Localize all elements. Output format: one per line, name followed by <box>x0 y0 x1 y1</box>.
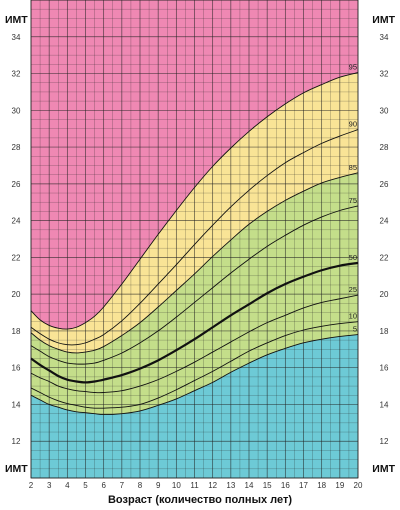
percentile-label-85: 85 <box>349 163 357 172</box>
percentile-curve-25 <box>30 294 359 394</box>
y-axis-title-top-right: ИМТ <box>372 14 395 26</box>
x-tick-label: 18 <box>317 481 326 490</box>
x-tick-label: 15 <box>263 481 272 490</box>
x-tick-label: 5 <box>83 481 88 490</box>
x-tick-label: 14 <box>245 481 254 490</box>
x-tick-label: 16 <box>281 481 290 490</box>
x-tick-label: 17 <box>299 481 308 490</box>
y-tick-label-right: 30 <box>380 106 389 115</box>
x-tick-label: 20 <box>354 481 363 490</box>
y-tick-label-right: 28 <box>380 143 389 152</box>
x-tick-label: 10 <box>172 481 181 490</box>
y-tick-label-left: 12 <box>12 437 21 446</box>
y-axis-title-top-left: ИМТ <box>5 14 28 26</box>
x-tick-label: 12 <box>208 481 217 490</box>
x-tick-label: 7 <box>120 481 125 490</box>
percentile-curves <box>30 72 359 416</box>
y-axis-right: 12 14 16 18 20 22 24 26 28 30 32 34 <box>380 33 389 446</box>
x-tick-label: 4 <box>65 481 70 490</box>
percentile-label-95: 95 <box>349 63 357 72</box>
y-axis-title-bottom-right: ИМТ <box>372 463 395 475</box>
y-tick-label-right: 14 <box>380 400 389 409</box>
y-tick-label-left: 16 <box>12 364 21 373</box>
y-tick-label-right: 12 <box>380 437 389 446</box>
x-tick-label: 13 <box>226 481 235 490</box>
x-tick-label: 19 <box>335 481 344 490</box>
y-tick-label-left: 26 <box>12 180 21 189</box>
x-tick-label: 8 <box>138 481 143 490</box>
percentile-label-50: 50 <box>349 253 357 262</box>
percentile-curve-90 <box>30 129 359 346</box>
percentile-curve-95 <box>30 72 359 330</box>
y-axis-left: 12 14 16 18 20 22 24 26 28 30 32 34 <box>12 33 21 446</box>
percentile-curve-10 <box>30 321 359 409</box>
y-tick-label-left: 22 <box>12 253 21 262</box>
percentile-curve-75 <box>30 205 359 365</box>
y-tick-label-left: 20 <box>12 290 21 299</box>
x-tick-label: 3 <box>47 481 52 490</box>
plot-border <box>30 0 359 479</box>
y-tick-label-right: 20 <box>380 290 389 299</box>
y-tick-label-left: 34 <box>12 33 21 42</box>
y-axis-title-bottom-left: ИМТ <box>5 463 28 475</box>
y-tick-label-left: 18 <box>12 327 21 336</box>
x-tick-label: 9 <box>156 481 161 490</box>
y-tick-label-left: 14 <box>12 400 21 409</box>
y-tick-label-right: 32 <box>380 70 389 79</box>
x-axis: 2 3 4 5 6 7 8 9 10 11 12 13 14 15 16 17 18 19 20 <box>29 481 363 490</box>
percentile-curve-85 <box>30 172 359 354</box>
x-tick-label: 6 <box>101 481 106 490</box>
y-tick-label-left: 32 <box>12 70 21 79</box>
percentile-label-90: 90 <box>349 120 357 129</box>
x-tick-label: 11 <box>190 481 199 490</box>
percentile-label-5: 5 <box>353 325 357 334</box>
percentile-curve-5 <box>30 334 359 416</box>
percentile-label-25: 25 <box>349 285 357 294</box>
percentile-label-75: 75 <box>349 196 357 205</box>
y-tick-label-right: 16 <box>380 364 389 373</box>
x-axis-title: Возраст (количество полных лет) <box>108 494 292 506</box>
y-tick-label-right: 18 <box>380 327 389 336</box>
y-tick-label-right: 26 <box>380 180 389 189</box>
y-tick-label-right: 34 <box>380 33 389 42</box>
percentile-labels: 5 10 25 50 75 85 90 95 <box>349 63 357 334</box>
percentile-label-10: 10 <box>349 312 357 321</box>
percentile-curve-50 <box>30 261 359 384</box>
y-tick-label-left: 30 <box>12 106 21 115</box>
y-tick-label-left: 24 <box>12 217 21 226</box>
y-tick-label-left: 28 <box>12 143 21 152</box>
x-tick-label: 2 <box>29 481 34 490</box>
y-tick-label-right: 24 <box>380 217 389 226</box>
chart-grid <box>30 0 359 479</box>
y-tick-label-right: 22 <box>380 253 389 262</box>
